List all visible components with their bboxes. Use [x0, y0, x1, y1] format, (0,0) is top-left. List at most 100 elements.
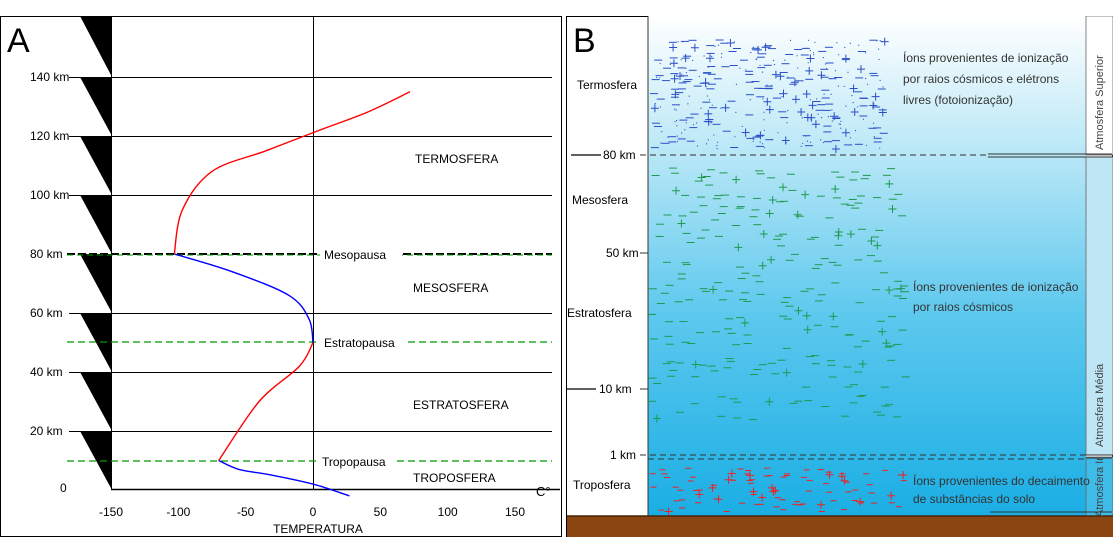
ion-dot — [840, 127, 842, 129]
scale-triangle — [80, 254, 112, 313]
ion-dot — [709, 99, 711, 101]
ion-dot — [682, 41, 684, 43]
ion-dot — [676, 135, 679, 137]
ion-plus-symbol — [801, 190, 810, 199]
ion-dot — [716, 145, 718, 147]
ion-dot — [806, 140, 809, 142]
ion-dot — [873, 136, 876, 138]
x-tick-labels: -150 -100 -50 0 50 100 150 — [99, 505, 525, 519]
scale-triangle — [80, 16, 112, 77]
ion-dot — [711, 55, 713, 58]
ion-dot — [762, 98, 764, 100]
ion-plus-symbol — [765, 209, 774, 218]
ion-plus-symbol — [825, 470, 834, 479]
ion-text-thermo-1: Íons provenientes de ionização — [903, 50, 1069, 65]
ion-dot — [681, 132, 683, 134]
ion-plus-symbol — [763, 97, 772, 106]
ion-dot — [716, 148, 718, 150]
ion-dot — [858, 44, 860, 46]
x-tick-label: 0 — [310, 505, 317, 519]
ion-plus-symbol — [727, 469, 736, 478]
ion-dot — [834, 70, 837, 72]
ion-dot — [735, 83, 738, 85]
ion-dot — [808, 39, 810, 41]
ion-dot — [879, 147, 881, 149]
ion-dot — [680, 59, 682, 61]
x-tick-label: 150 — [505, 505, 525, 519]
ion-plus-symbol — [793, 210, 802, 219]
ion-dot — [785, 142, 787, 144]
ion-dot — [777, 132, 779, 134]
ion-dot — [763, 129, 766, 131]
temperature-curve-warming-segment — [218, 342, 314, 461]
ion-dot — [849, 42, 851, 45]
altitude-label: 100 km — [30, 188, 69, 202]
layer-label-stratosphere: ESTRATOSFERA — [413, 398, 509, 412]
ion-dot — [801, 117, 803, 119]
ion-plus-symbol — [779, 89, 788, 98]
ion-plus-symbol — [769, 487, 778, 496]
ion-plus-symbol — [858, 360, 867, 368]
ion-dot — [707, 66, 709, 68]
ion-dot — [675, 62, 677, 64]
ion-plus-symbol — [831, 145, 840, 153]
layer-label-troposphere: TROPOSFERA — [413, 471, 496, 485]
ion-dot — [700, 107, 702, 109]
ion-dot — [827, 116, 830, 118]
ion-dot — [816, 98, 818, 100]
ion-plus-symbol — [897, 284, 905, 293]
ion-dot — [831, 120, 833, 122]
ion-dot — [763, 111, 765, 113]
ion-plus-symbol — [841, 128, 850, 137]
sky-column — [648, 16, 1086, 517]
ion-dot — [845, 105, 847, 107]
ion-plus-symbol — [790, 78, 799, 87]
ion-dot — [674, 108, 676, 110]
ion-plus-symbol — [873, 241, 882, 250]
ion-dot — [750, 52, 752, 54]
ion-dot — [809, 49, 811, 52]
ion-plus-symbol — [856, 497, 865, 506]
label-1km: 1 km — [610, 448, 636, 462]
ion-plus-symbol — [857, 65, 865, 74]
ion-dot — [840, 120, 842, 122]
ion-text-thermo-3: livres (fotoionização) — [903, 93, 1013, 107]
ion-dot — [659, 106, 662, 108]
side-label-upper: Atmosfera Superior — [1094, 55, 1106, 150]
panel-a-letter: A — [7, 22, 30, 60]
ion-plus-symbol — [761, 43, 770, 52]
ion-plus-symbol — [758, 261, 767, 270]
ion-dot — [822, 141, 825, 144]
ion-dot — [812, 52, 815, 54]
ion-plus-symbol — [690, 43, 699, 52]
ion-dot — [814, 41, 816, 43]
ion-dot — [852, 102, 854, 104]
ion-dot — [876, 40, 878, 42]
ion-dot — [660, 142, 662, 144]
temperature-curve-warming-segment — [173, 91, 411, 255]
ion-dot — [873, 103, 875, 105]
ion-dot — [749, 99, 751, 101]
altitude-label: 140 km — [30, 70, 69, 84]
ion-dot — [825, 63, 827, 65]
ion-dot — [772, 60, 775, 62]
ion-plus-symbol — [672, 186, 681, 195]
ion-dot — [687, 103, 689, 105]
side-column-lower — [1085, 456, 1113, 520]
ion-plus-symbol — [695, 490, 704, 499]
ion-dot — [669, 63, 672, 65]
ion-text-lower-1: Íons provenientes do decaimento — [913, 473, 1090, 488]
label-troposfera: Troposfera — [573, 478, 631, 492]
side-label-lower: Atmosfera Inferior — [1094, 429, 1106, 517]
ion-dot — [667, 136, 669, 138]
ion-dot — [752, 140, 754, 142]
ion-plus-symbol — [652, 414, 661, 423]
ion-dot — [797, 67, 799, 69]
ion-plus-symbol — [697, 173, 706, 182]
ion-dot — [661, 131, 663, 133]
panel-a-frame — [0, 16, 562, 537]
ion-dot — [685, 72, 688, 74]
ion-dot — [681, 73, 683, 75]
ion-dot — [847, 71, 849, 73]
